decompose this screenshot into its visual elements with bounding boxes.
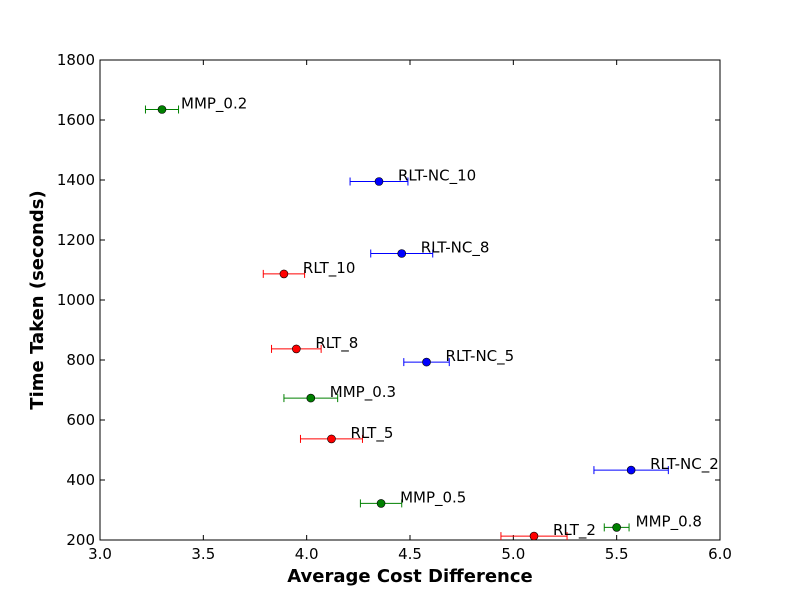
data-point [157,105,167,114]
x-tick-label: 3.5 [191,545,215,563]
data-label: RLT_2 [553,521,596,540]
data-label: RLT-NC_8 [421,239,490,258]
data-point [374,177,384,186]
y-tick-label: 400 [66,471,95,489]
y-tick-label: 1000 [57,291,95,309]
data-label: RLT-NC_10 [398,167,476,186]
data-point [626,465,636,475]
data-label: RLT_10 [303,259,355,278]
data-label: RLT-NC_2 [650,455,719,474]
y-tick-label: 200 [66,531,95,549]
data-label: RLT_5 [350,424,393,443]
data-point [306,393,316,403]
axis-ticks: 3.0 3.5 4.0 4.5 5.0 5.5 6.0 200 400 600 800 1000 120… [57,51,732,563]
x-tick-label: 5.5 [605,545,629,563]
point-labels: MMP_0.2 RLT-NC_10 RLT-NC_8 RLT_10 RLT_8 RLT-N… [181,95,719,541]
data-label: RLT_8 [315,334,358,353]
y-tick-label: 600 [66,411,95,429]
y-tick-label: 1600 [57,111,95,129]
data-point [422,357,431,367]
y-axis-title: Time Taken (seconds) [27,190,48,409]
plot-area [99,59,721,541]
data-point [397,249,407,258]
x-tick-label: 6.0 [708,545,732,563]
y-tick-label: 1400 [57,171,95,189]
data-point [376,499,386,508]
data-point [612,523,621,532]
y-tick-label: 800 [66,351,95,369]
data-label: RLT-NC_5 [446,347,515,366]
data-points [157,105,636,541]
data-label: MMP_0.3 [330,383,396,402]
data-label: MMP_0.8 [636,512,702,531]
data-label: MMP_0.5 [400,488,466,507]
x-axis-title: Average Cost Difference [287,566,532,587]
x-tick-label: 4.0 [295,545,319,563]
y-tick-label: 1800 [57,51,95,69]
data-label: MMP_0.2 [181,95,247,114]
data-point [327,434,336,444]
x-tick-label: 3.0 [88,545,112,563]
data-point [529,531,539,541]
x-tick-label: 5.0 [501,545,525,563]
data-point [292,344,301,354]
data-point [279,269,289,279]
x-tick-label: 4.5 [398,545,422,563]
y-tick-label: 1200 [57,231,95,249]
